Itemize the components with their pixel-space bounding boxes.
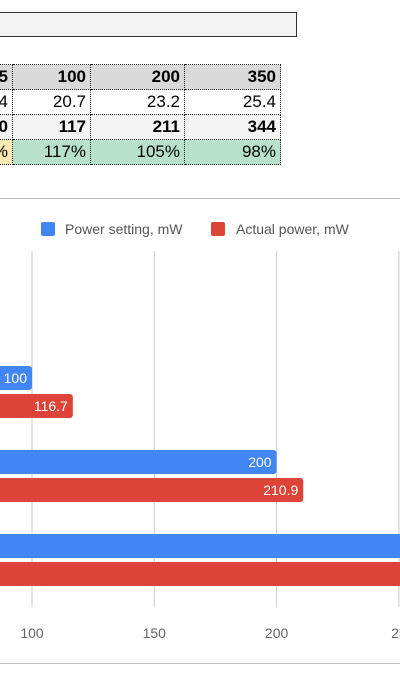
table-cell[interactable]: 117% [12, 139, 91, 165]
data-table: 5100200350420.723.225.40117211344%117%10… [0, 64, 281, 165]
table-cell[interactable]: 350 [184, 64, 281, 90]
table-cell[interactable]: 98% [184, 139, 281, 165]
legend-label-setting: Power setting, mW [65, 221, 183, 237]
table-cell[interactable]: 20.7 [12, 89, 91, 115]
chart-frame[interactable]: 100 150 200 25 100 200 116.7 210.9 Power setting… [0, 198, 400, 664]
x-tick-label: 150 [143, 625, 167, 641]
setting-bar [0, 366, 32, 390]
setting-bar [0, 450, 277, 474]
formula-input[interactable] [0, 12, 297, 37]
x-tick-label: 25 [391, 625, 400, 641]
actual-bar [0, 562, 400, 586]
table-cell[interactable]: 23.2 [90, 89, 185, 115]
table-cell[interactable]: 211 [90, 114, 185, 140]
bar-chart: 100 150 200 25 100 200 116.7 210.9 Power setting… [0, 221, 400, 641]
table-row: %117%105%98% [0, 139, 281, 165]
legend-label-actual: Actual power, mW [236, 221, 350, 237]
table-cell[interactable]: 4 [0, 89, 13, 115]
legend-swatch-actual [211, 222, 225, 236]
table-cell[interactable]: 25.4 [184, 89, 281, 115]
table-row: 5 100 200 350 [0, 64, 281, 90]
table-cell[interactable]: 344 [184, 114, 281, 140]
table-cell[interactable]: 200 [90, 64, 185, 90]
table-cell[interactable]: 100 [12, 64, 91, 90]
bar-value-label: 100 [4, 370, 28, 386]
actual-bar [0, 478, 304, 502]
table-cell[interactable]: 105% [90, 139, 185, 165]
x-tick-label: 100 [20, 625, 44, 641]
x-tick-label: 200 [265, 625, 289, 641]
table-row: 0 117 211 344 [0, 114, 281, 140]
table-row: 4 20.7 23.2 25.4 [0, 89, 281, 115]
table-cell[interactable]: % [0, 139, 13, 165]
table-cell[interactable]: 0 [0, 114, 13, 140]
bar-value-label: 210.9 [263, 482, 298, 498]
actual-bar [0, 394, 73, 418]
setting-bar [0, 534, 400, 558]
table-cell[interactable]: 5 [0, 64, 13, 90]
legend-swatch-setting [41, 222, 55, 236]
table-cell[interactable]: 117 [12, 114, 91, 140]
bar-value-label: 200 [248, 454, 272, 470]
bar-value-label: 116.7 [34, 398, 68, 414]
